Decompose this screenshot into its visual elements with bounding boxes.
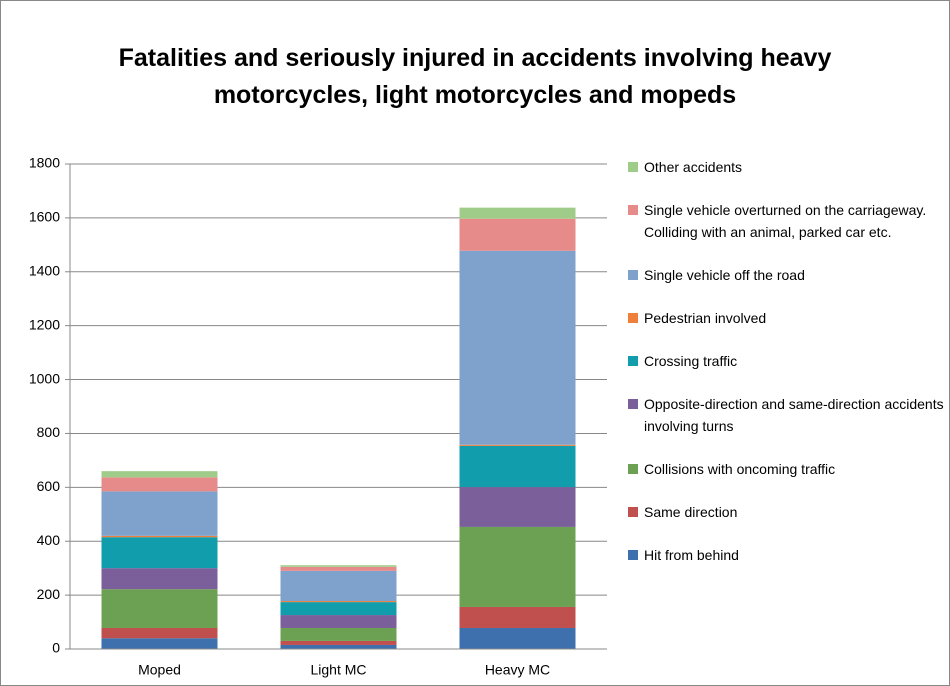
legend-box: Collisions with oncoming traffic	[644, 461, 836, 477]
y-tick-label: 200	[37, 586, 61, 602]
legend-label: Hit from behind	[644, 547, 739, 563]
bar-segment	[459, 606, 576, 628]
chart-title: Fatalities and seriously injured in acci…	[118, 44, 832, 109]
bar-segment	[280, 601, 397, 603]
bar-segment	[280, 570, 397, 602]
bar-segment	[101, 491, 218, 536]
bar-segment	[101, 568, 218, 590]
bar-segment	[459, 445, 576, 488]
legend-swatch	[628, 399, 638, 409]
bar-segment	[280, 566, 397, 571]
legend-label: Collisions with oncoming traffic	[644, 461, 836, 477]
legend-label: Opposite-direction and same-direction ac…	[644, 396, 944, 434]
bar-segment	[280, 627, 397, 641]
y-tick-label: 800	[37, 424, 61, 440]
legend-swatch	[628, 356, 638, 366]
bar-segment	[280, 644, 397, 649]
x-tick-label: Light MC	[310, 662, 366, 678]
bar-segment	[459, 250, 576, 445]
legend-label: Crossing traffic	[644, 353, 738, 369]
legend-box: Pedestrian involved	[644, 310, 767, 326]
bar-segment	[280, 615, 397, 628]
bar-segment	[459, 207, 576, 219]
bar-segment	[459, 526, 576, 607]
bar-segment	[101, 471, 218, 478]
bar-segment	[280, 602, 397, 616]
bar-segment	[459, 444, 576, 446]
y-tick-label: 600	[37, 478, 61, 494]
legend-box: Same direction	[644, 504, 738, 520]
bar-segment	[280, 640, 397, 645]
x-tick-label: Heavy MC	[485, 662, 550, 678]
legend-label: Single vehicle overturned on the carriag…	[644, 202, 927, 240]
bar-segment	[101, 477, 218, 492]
legend-swatch	[628, 313, 638, 323]
legend-swatch	[628, 270, 638, 280]
y-tick-label: 400	[37, 532, 61, 548]
legend-box: Opposite-direction and same-direction ac…	[644, 396, 944, 434]
legend-label: Single vehicle off the road	[644, 267, 805, 283]
bar-segment	[101, 627, 218, 639]
x-tick-label: Moped	[138, 662, 181, 678]
y-tick-label: 1600	[29, 209, 60, 225]
bar-segment	[101, 535, 218, 538]
bar-segment	[101, 589, 218, 628]
legend-box: Single vehicle off the road	[644, 267, 805, 283]
legend-box: Crossing traffic	[644, 353, 738, 369]
bar-segment	[280, 565, 397, 567]
legend-label: Same direction	[644, 504, 738, 520]
bar-segment	[459, 218, 576, 251]
y-tick-label: 1200	[29, 316, 60, 332]
y-tick-label: 1000	[29, 370, 60, 386]
legend-box: Single vehicle overturned on the carriag…	[644, 202, 927, 240]
bar-segment	[101, 537, 218, 569]
bar-segment	[459, 487, 576, 527]
y-tick-label: 0	[52, 640, 60, 656]
bar-segment	[459, 627, 576, 649]
y-tick-label: 1400	[29, 262, 60, 278]
legend-box: Other accidents	[644, 159, 743, 175]
legend-swatch	[628, 205, 638, 215]
legend-box: Hit from behind	[644, 547, 739, 563]
legend-label: Pedestrian involved	[644, 310, 767, 326]
legend-swatch	[628, 464, 638, 474]
legend-swatch	[628, 550, 638, 560]
legend-swatch	[628, 162, 638, 172]
y-tick-label: 1800	[29, 155, 60, 171]
legend-swatch	[628, 507, 638, 517]
bar-segment	[101, 638, 218, 649]
title-box: Fatalities and seriously injured in acci…	[118, 44, 832, 109]
legend-label: Other accidents	[644, 159, 743, 175]
